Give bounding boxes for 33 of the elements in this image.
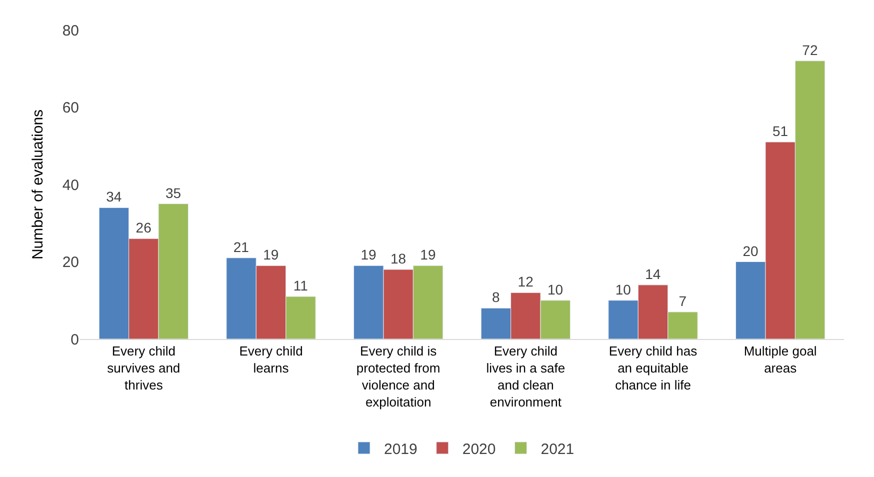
data-label: 51 xyxy=(772,123,788,140)
data-label: 8 xyxy=(492,289,500,306)
x-tick-label: Every child learns xyxy=(239,344,303,376)
x-tick-label: Every child lives in a safe and clean environment xyxy=(486,344,566,410)
x-tick-label: Multiple goal areas xyxy=(744,344,817,376)
y-tick-label: 60 xyxy=(62,100,79,116)
data-label: 11 xyxy=(293,278,308,294)
data-label: 35 xyxy=(165,184,182,201)
y-tick-label: 80 xyxy=(62,22,79,40)
data-label: 26 xyxy=(136,220,152,236)
data-label: 34 xyxy=(106,188,122,205)
y-axis-title: Number of evaluations xyxy=(30,109,47,260)
data-label: 19 xyxy=(263,246,279,263)
data-label: 12 xyxy=(518,274,534,290)
data-label: 10 xyxy=(615,281,632,298)
legend-label: 2020 xyxy=(462,440,496,458)
y-tick-label: 20 xyxy=(62,254,79,271)
y-tick-label: 0 xyxy=(70,331,79,348)
data-label: 72 xyxy=(802,42,818,58)
data-label: 19 xyxy=(420,246,436,263)
data-label: 18 xyxy=(390,250,406,266)
data-label: 10 xyxy=(547,281,564,298)
data-label: 14 xyxy=(645,266,661,282)
legend-label: 2019 xyxy=(384,440,418,458)
y-tick-label: 40 xyxy=(62,176,79,194)
legend-label: 2021 xyxy=(540,440,574,458)
x-tick-label: Every child is protected from violence and exploitation xyxy=(356,344,440,410)
data-label: 20 xyxy=(742,242,759,259)
data-label: 19 xyxy=(360,246,377,263)
x-tick-label: Every child survives and thrives xyxy=(107,344,180,392)
x-tick-label: Every child has an equitable chance in life xyxy=(608,344,698,392)
data-label: 21 xyxy=(233,238,250,255)
data-label: 7 xyxy=(678,292,687,309)
